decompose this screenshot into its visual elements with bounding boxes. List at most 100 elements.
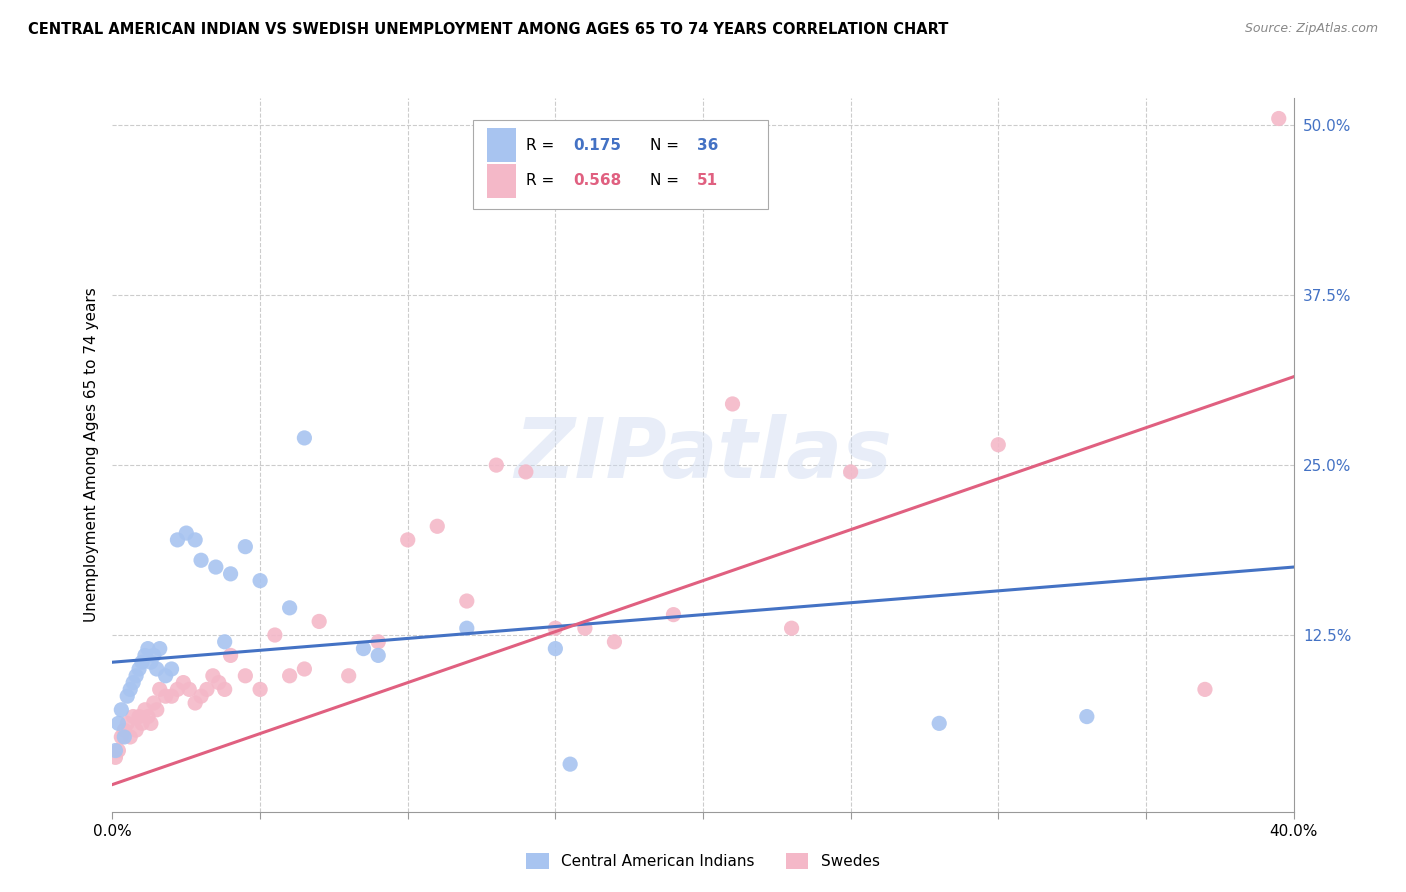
Point xyxy=(456,594,478,608)
Point xyxy=(179,682,201,697)
Point xyxy=(142,696,165,710)
Point xyxy=(190,689,212,703)
Point xyxy=(278,600,301,615)
Point xyxy=(149,641,172,656)
Point xyxy=(146,662,169,676)
Point xyxy=(110,703,132,717)
Text: N =: N = xyxy=(650,137,683,153)
Point xyxy=(166,533,188,547)
Point xyxy=(662,607,685,622)
Point xyxy=(155,689,177,703)
Point xyxy=(155,669,177,683)
Point xyxy=(149,682,172,697)
Point xyxy=(544,641,567,656)
Point xyxy=(292,662,315,676)
Point xyxy=(721,397,744,411)
Point xyxy=(160,689,183,703)
Point xyxy=(219,648,242,663)
Point xyxy=(558,757,582,772)
Point xyxy=(264,628,287,642)
Point xyxy=(112,730,135,744)
Point xyxy=(205,560,228,574)
Point xyxy=(146,703,169,717)
Point xyxy=(104,743,127,757)
Point xyxy=(308,615,330,629)
Point xyxy=(139,655,162,669)
Point xyxy=(278,669,301,683)
Text: R =: R = xyxy=(526,137,560,153)
Point xyxy=(139,716,162,731)
Point xyxy=(110,730,132,744)
Point xyxy=(367,648,389,663)
Point xyxy=(112,723,135,738)
Point xyxy=(515,465,537,479)
Y-axis label: Unemployment Among Ages 65 to 74 years: Unemployment Among Ages 65 to 74 years xyxy=(83,287,98,623)
Point xyxy=(122,675,145,690)
Text: 0.568: 0.568 xyxy=(574,173,621,188)
Point xyxy=(142,648,165,663)
Point xyxy=(184,696,207,710)
Point xyxy=(131,655,153,669)
Text: 0.175: 0.175 xyxy=(574,137,621,153)
FancyBboxPatch shape xyxy=(472,120,768,209)
Point xyxy=(125,723,148,738)
Point xyxy=(1268,112,1291,126)
Point xyxy=(120,730,142,744)
Bar xyxy=(486,164,516,198)
Text: ZIPatlas: ZIPatlas xyxy=(515,415,891,495)
Point xyxy=(987,438,1010,452)
Point xyxy=(208,675,231,690)
Point xyxy=(117,716,138,731)
Point xyxy=(214,682,236,697)
Point xyxy=(128,662,150,676)
Point xyxy=(120,682,142,697)
Point xyxy=(134,648,156,663)
Point xyxy=(574,621,596,635)
Text: N =: N = xyxy=(650,173,683,188)
Point xyxy=(107,716,129,731)
Point xyxy=(214,635,236,649)
Point xyxy=(780,621,803,635)
Point xyxy=(160,662,183,676)
Point xyxy=(367,635,389,649)
Point xyxy=(233,540,256,554)
Point xyxy=(122,709,145,723)
Point xyxy=(134,703,156,717)
Point xyxy=(136,709,159,723)
Point xyxy=(190,553,212,567)
Point xyxy=(219,566,242,581)
Point xyxy=(184,533,207,547)
Text: R =: R = xyxy=(526,173,560,188)
Text: 51: 51 xyxy=(697,173,718,188)
Point xyxy=(1194,682,1216,697)
Point xyxy=(107,743,129,757)
Point xyxy=(136,641,159,656)
Point xyxy=(233,669,256,683)
Point xyxy=(1076,709,1098,723)
Point xyxy=(485,458,508,472)
Text: CENTRAL AMERICAN INDIAN VS SWEDISH UNEMPLOYMENT AMONG AGES 65 TO 74 YEARS CORREL: CENTRAL AMERICAN INDIAN VS SWEDISH UNEMP… xyxy=(28,22,949,37)
Point xyxy=(166,682,188,697)
Point xyxy=(131,716,153,731)
Point xyxy=(104,750,127,764)
Point xyxy=(337,669,360,683)
Legend: Central American Indians, Swedes: Central American Indians, Swedes xyxy=(520,847,886,875)
Point xyxy=(928,716,950,731)
Point xyxy=(125,669,148,683)
Point xyxy=(174,526,197,541)
Point xyxy=(839,465,862,479)
Point xyxy=(201,669,224,683)
Bar xyxy=(486,128,516,162)
Point xyxy=(292,431,315,445)
Point xyxy=(544,621,567,635)
Text: 36: 36 xyxy=(697,137,718,153)
Point xyxy=(426,519,449,533)
Point xyxy=(249,682,271,697)
Point xyxy=(249,574,271,588)
Point xyxy=(352,641,374,656)
Point xyxy=(456,621,478,635)
Point xyxy=(172,675,194,690)
Point xyxy=(195,682,218,697)
Text: Source: ZipAtlas.com: Source: ZipAtlas.com xyxy=(1244,22,1378,36)
Point xyxy=(603,635,626,649)
